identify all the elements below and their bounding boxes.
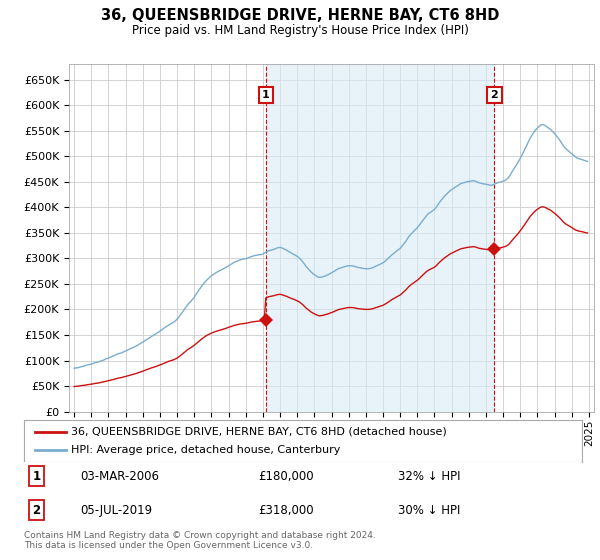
Text: 2: 2 [32,504,40,517]
Text: Contains HM Land Registry data © Crown copyright and database right 2024.
This d: Contains HM Land Registry data © Crown c… [24,531,376,550]
Text: Price paid vs. HM Land Registry's House Price Index (HPI): Price paid vs. HM Land Registry's House … [131,24,469,36]
Text: 03-MAR-2006: 03-MAR-2006 [80,470,159,483]
Text: 2: 2 [491,90,499,100]
Text: 32% ↓ HPI: 32% ↓ HPI [398,470,460,483]
Text: 1: 1 [262,90,269,100]
Text: 36, QUEENSBRIDGE DRIVE, HERNE BAY, CT6 8HD: 36, QUEENSBRIDGE DRIVE, HERNE BAY, CT6 8… [101,8,499,24]
Text: 05-JUL-2019: 05-JUL-2019 [80,504,152,517]
Text: 30% ↓ HPI: 30% ↓ HPI [398,504,460,517]
Text: 1: 1 [32,470,40,483]
Text: £318,000: £318,000 [259,504,314,517]
Bar [266,64,494,412]
Text: 36, QUEENSBRIDGE DRIVE, HERNE BAY, CT6 8HD (detached house): 36, QUEENSBRIDGE DRIVE, HERNE BAY, CT6 8… [71,427,447,437]
Text: HPI: Average price, detached house, Canterbury: HPI: Average price, detached house, Cant… [71,445,341,455]
Text: £180,000: £180,000 [259,470,314,483]
